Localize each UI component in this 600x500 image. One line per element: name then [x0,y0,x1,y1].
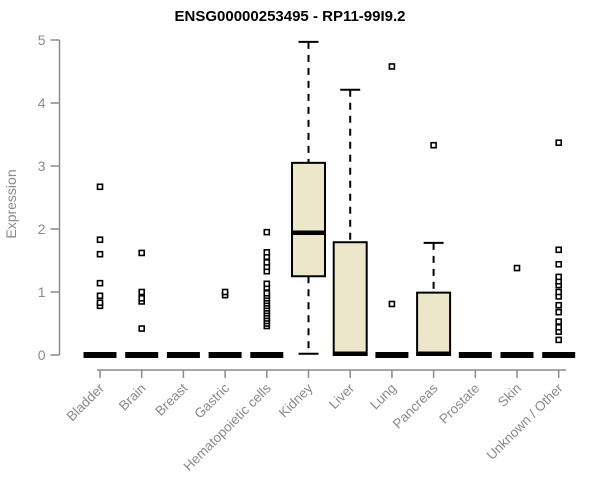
x-axis-label-prostate: Prostate [436,381,482,427]
outlier-unknown-other-13 [555,139,563,146]
box-flat-bladder [83,352,117,358]
outlier-pancreas-0 [430,141,437,149]
box-flat-hematopoietic-cells [250,352,284,358]
box-rect-kidney [291,161,326,278]
outlier-bladder-2 [96,292,104,300]
box-rect-liver [332,241,368,356]
y-tick-label-1: 1 [38,284,46,300]
x-axis-label-skin: Skin [495,381,524,410]
outlier-lung-1 [388,63,396,70]
x-axis-label-kidney: Kidney [276,380,316,420]
y-tick-label-3: 3 [38,158,46,174]
box-flat-breast [166,352,200,358]
x-axis-label-liver: Liver [326,380,358,412]
outlier-unknown-other-7 [555,288,563,296]
outlier-bladder-4 [96,250,104,258]
chart-title: ENSG00000253495 - RP11-99I9.2 [174,8,406,25]
outlier-unknown-other-5 [555,301,563,309]
outlier-unknown-other-12 [555,246,563,254]
outlier-unknown-other-10 [555,273,563,281]
outlier-bladder-3 [96,279,104,287]
box-flat-brain [125,352,159,358]
outlier-hematopoietic-cells-18 [263,259,271,266]
outlier-bladder-1 [96,299,104,307]
box-rect-pancreas [416,291,452,357]
y-tick-label-0: 0 [38,347,46,363]
x-axis-label-lung: Lung [367,381,399,413]
x-axis-label-brain: Brain [116,381,149,414]
box-flat-lung [375,352,409,358]
outlier-skin-0 [513,264,521,272]
outlier-hematopoietic-cells-15 [263,280,271,288]
outlier-unknown-other-0 [555,336,563,344]
box-flat-prostate [458,352,492,358]
outlier-unknown-other-2 [555,323,563,331]
outlier-unknown-other-11 [555,260,563,268]
outlier-bladder-5 [96,236,104,244]
x-axis-label-gastric: Gastric [191,380,232,421]
box-flat-gastric [208,352,242,358]
outlier-gastric-1 [221,288,229,296]
outlier-lung-0 [388,300,396,308]
outlier-brain-2 [138,294,145,302]
outlier-hematopoietic-cells-21 [263,228,271,236]
box-flat-unknown-other [542,352,576,358]
outlier-brain-0 [138,325,145,332]
x-axis-label-bladder: Bladder [64,380,108,424]
outlier-bladder-6 [96,183,104,191]
outlier-unknown-other-4 [555,308,563,316]
x-axis-label-breast: Breast [152,380,190,418]
x-axis-label-pancreas: Pancreas [390,380,441,431]
outlier-unknown-other-3 [555,318,563,325]
outlier-brain-4 [138,249,145,257]
y-tick-label-2: 2 [38,221,46,237]
outlier-brain-3 [138,288,145,296]
x-axis-label-unknown-other: Unknown / Other [484,380,567,463]
outlier-hematopoietic-cells-20 [263,249,271,256]
y-tick-label-5: 5 [38,32,46,48]
y-tick-label-4: 4 [38,95,46,111]
outlier-hematopoietic-cells-13 [263,289,271,297]
box-flat-skin [500,352,534,358]
